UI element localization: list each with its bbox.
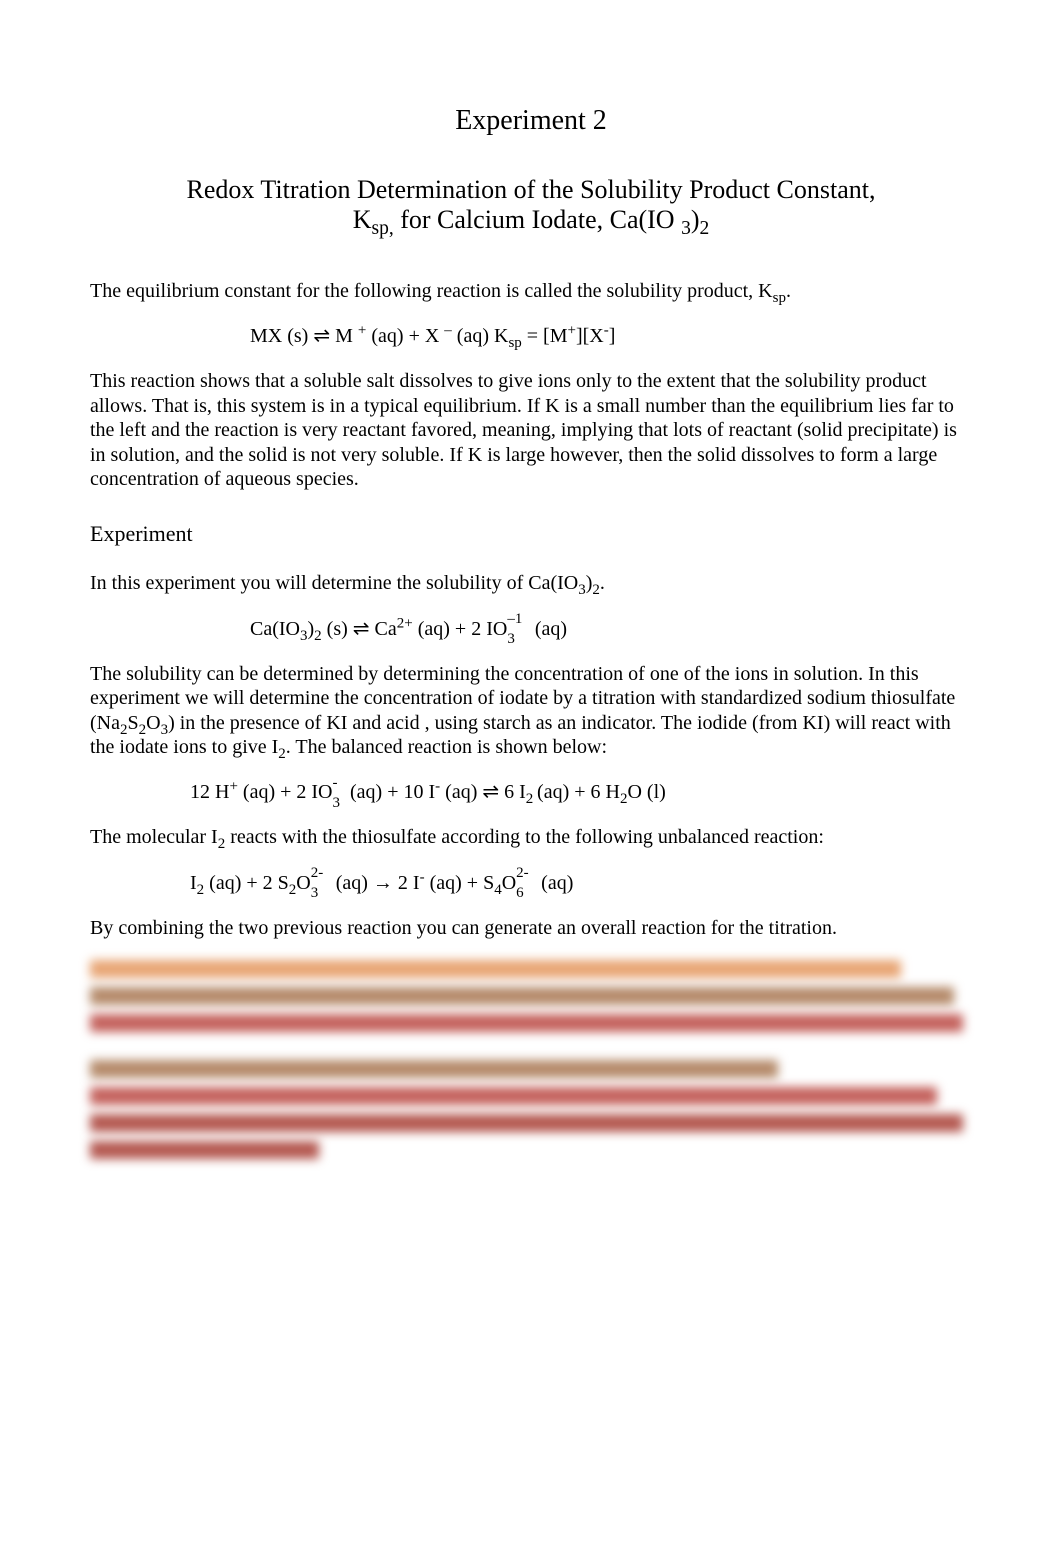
eq1-end: ] xyxy=(609,325,616,347)
document-subtitle-line1: Redox Titration Determination of the Sol… xyxy=(90,175,972,205)
blurred-line xyxy=(90,960,901,978)
eq1-lhs: MX (s) xyxy=(250,325,313,347)
eq3-mid1: (aq) + 2 IO xyxy=(238,781,333,803)
para4-suffix: . The balanced reaction is shown below: xyxy=(286,736,607,758)
para4-mid1: S xyxy=(127,712,138,734)
eq3-sub2: 2 xyxy=(526,791,537,807)
blurred-line xyxy=(90,1087,937,1105)
eq2-sup2: –1 xyxy=(507,612,522,627)
para4-sub4: 2 xyxy=(278,746,286,762)
eq1-eq: = [M xyxy=(522,325,568,347)
eq3-end: O (l) xyxy=(627,781,665,803)
eq3-mid3: (aq) xyxy=(440,781,482,803)
subtitle2-sub3: 2 xyxy=(700,218,710,239)
subtitle2-mid: for Calcium Iodate, Ca(IO xyxy=(394,205,681,234)
eq4-subsup2: 62-62- xyxy=(516,870,536,896)
equation-3: 12 H+ (aq) + 2 IO3-3- (aq) + 10 I- (aq) … xyxy=(90,779,972,805)
eq3-arrow: ⇌ xyxy=(482,781,499,803)
blurred-line xyxy=(90,1060,778,1078)
paragraph-2: This reaction shows that a soluble salt … xyxy=(90,369,972,491)
para3-sub2: 2 xyxy=(592,582,600,598)
document-title: Experiment 2 xyxy=(90,105,972,137)
eq4-sup3: 2- xyxy=(516,866,529,881)
eq1-sub: sp xyxy=(508,335,521,351)
blurred-line xyxy=(90,1014,963,1032)
subtitle2-sub2: 3 xyxy=(681,218,691,239)
para3-suffix: . xyxy=(600,572,605,594)
paragraph-6: By combining the two previous reaction y… xyxy=(90,916,972,940)
eq2-mid4: (aq) + 2 IO xyxy=(413,618,508,640)
paragraph-5: The molecular I2 reacts with the thiosul… xyxy=(90,825,972,849)
para1-suffix: . xyxy=(786,280,791,302)
para1-sub: sp xyxy=(773,290,786,306)
para1-prefix: The equilibrium constant for the followi… xyxy=(90,280,773,302)
eq4-lhs: I xyxy=(190,872,197,894)
subtitle2-prefix: K xyxy=(353,205,372,234)
eq1-mid: (aq) + X xyxy=(366,325,444,347)
eq1-brk: ][X xyxy=(576,325,604,347)
eq2-arrow: ⇌ xyxy=(353,618,370,640)
eq3-sup2: - xyxy=(333,776,338,791)
eq3-sup1: + xyxy=(229,779,237,795)
eq2-sub2: 2 xyxy=(314,628,322,644)
subtitle2-suffix: ) xyxy=(691,205,700,234)
eq4-mid2: O xyxy=(296,872,310,894)
eq2-sub3: 3 xyxy=(507,632,515,647)
eq1-sup3: + xyxy=(568,323,576,339)
eq4-sub4: 4 xyxy=(494,882,502,898)
eq4-sub5: 6 xyxy=(516,886,524,901)
eq4-sub3: 3 xyxy=(311,886,319,901)
equation-1: MX (s) ⇌ M + (aq) + X – (aq) Ksp = [M+][… xyxy=(90,323,972,349)
paragraph-3: In this experiment you will determine th… xyxy=(90,571,972,595)
para3-sub1: 3 xyxy=(578,582,586,598)
equation-2: Ca(IO3)2 (s) ⇌ Ca2+ (aq) + 2 IO3 –13–1 (… xyxy=(90,616,972,642)
eq1-arrow: ⇌ xyxy=(313,325,330,347)
para3-prefix: In this experiment you will determine th… xyxy=(90,572,578,594)
eq4-mid5: O xyxy=(502,872,516,894)
document-subtitle-line2: Ksp, for Calcium Iodate, Ca(IO 3)2 xyxy=(90,205,972,235)
subtitle2-sub: sp, xyxy=(372,218,394,239)
para4-mid2: O xyxy=(146,712,160,734)
eq3-mid4: 6 I xyxy=(499,781,526,803)
eq1-mid2: (aq) K xyxy=(452,325,509,347)
eq3-mid5: (aq) + 6 H xyxy=(537,781,620,803)
eq2-sup1: 2+ xyxy=(397,615,413,631)
eq2-subsup: 3 –13–1 xyxy=(507,616,530,642)
eq4-mid1: (aq) + 2 S xyxy=(204,872,289,894)
blurred-line xyxy=(90,1114,963,1132)
eq2-mid2: (s) xyxy=(322,618,353,640)
eq3-sub1: 3 xyxy=(333,796,341,811)
blurred-content-region xyxy=(90,960,972,1159)
eq1-rhs: M xyxy=(330,325,358,347)
eq3-mid2: (aq) + 10 I xyxy=(345,781,435,803)
para5-suffix: reacts with the thiosulfate according to… xyxy=(225,826,824,848)
blurred-line xyxy=(90,987,954,1005)
eq3-lhs: 12 H xyxy=(190,781,229,803)
eq4-end: (aq) xyxy=(536,872,573,894)
eq4-mid3: (aq) → 2 I xyxy=(331,872,420,894)
eq4-mid4: (aq) + S xyxy=(425,872,495,894)
eq2-lhs: Ca(IO xyxy=(250,618,300,640)
eq2-mid3: Ca xyxy=(370,618,397,640)
eq4-sup1: 2- xyxy=(311,866,324,881)
eq1-sup2: – xyxy=(444,323,452,339)
paragraph-4: The solubility can be determined by dete… xyxy=(90,662,972,760)
section-heading-experiment: Experiment xyxy=(90,521,972,547)
eq4-subsup1: 32-32- xyxy=(311,870,331,896)
eq2-end: (aq) xyxy=(530,618,567,640)
equation-4: I2 (aq) + 2 S2O32-32- (aq) → 2 I- (aq) +… xyxy=(90,870,972,896)
paragraph-1: The equilibrium constant for the followi… xyxy=(90,279,972,303)
para5-prefix: The molecular I xyxy=(90,826,218,848)
eq3-subsup1: 3-3- xyxy=(333,779,346,805)
blurred-line xyxy=(90,1141,319,1159)
